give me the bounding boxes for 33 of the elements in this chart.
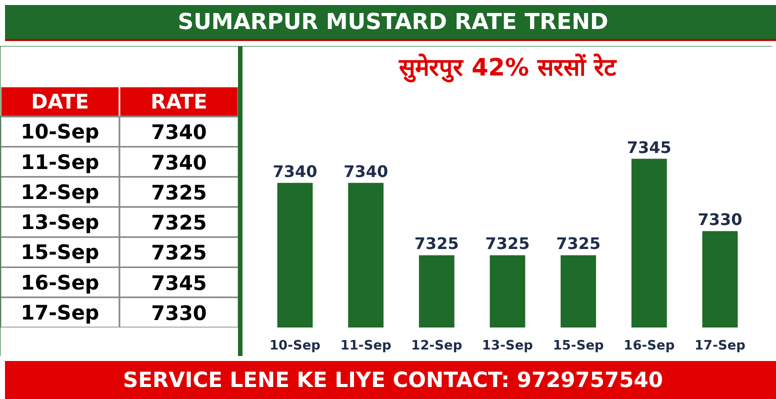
text: 7330 — [151, 300, 207, 325]
x-tick-label: 10-Sep — [270, 338, 320, 354]
text: SERVICE LENE KE LIYE CONTACT: 9729757540 — [123, 367, 663, 394]
data-label: 7325 — [485, 234, 530, 254]
x-tick-label: 13-Sep — [482, 338, 533, 354]
data-label: 7345 — [626, 138, 672, 157]
text: 15-Sep — [20, 240, 100, 264]
text: 12-Sep — [20, 180, 100, 204]
data-label: 7340 — [344, 162, 388, 181]
data-label: 7325 — [556, 234, 601, 254]
x-tick-label: 12-Sep — [411, 338, 462, 354]
x-tick-label: 15-Sep — [552, 338, 604, 354]
text: DATE — [31, 90, 89, 114]
text: 7345 — [151, 270, 207, 295]
text: 7325 — [151, 240, 207, 265]
text: 17-Sep — [20, 300, 100, 324]
data-label: 7340 — [272, 162, 318, 181]
x-tick-label: 11-Sep — [340, 338, 392, 354]
text: 7325 — [151, 210, 207, 235]
chart-title: SUMARPUR MUSTARD RATE TREND — [178, 9, 608, 37]
data-label: 7330 — [698, 210, 742, 230]
data-label: 7325 — [414, 234, 459, 254]
text: 11-Sep — [20, 150, 100, 174]
x-tick-label: 16-Sep — [624, 338, 675, 354]
chart-subtitle: सुमेरपुर 42% सरसों रेट — [398, 54, 617, 82]
x-tick-label: 17-Sep — [694, 338, 746, 354]
text: 13-Sep — [20, 210, 100, 234]
text: 7340 — [151, 150, 207, 174]
text: 16-Sep — [20, 270, 100, 294]
text: 10-Sep — [20, 120, 100, 144]
text: 7340 — [151, 120, 207, 144]
text: 7325 — [151, 180, 207, 204]
text: RATE — [150, 90, 208, 114]
